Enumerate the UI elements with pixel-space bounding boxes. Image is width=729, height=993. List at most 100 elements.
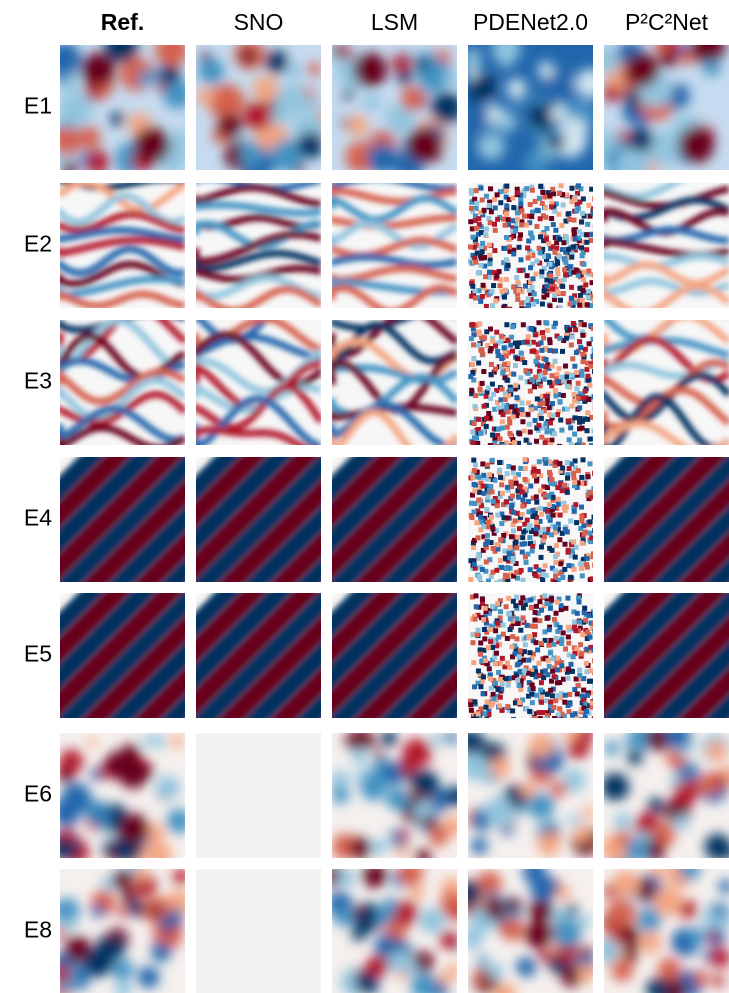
pixel bbox=[538, 184, 543, 189]
pixel bbox=[593, 307, 598, 312]
pixel bbox=[524, 438, 529, 443]
pixel bbox=[547, 348, 552, 353]
pixel bbox=[564, 336, 569, 341]
blob bbox=[253, 76, 279, 102]
pixel bbox=[580, 333, 585, 338]
pixel bbox=[587, 531, 592, 536]
pixel bbox=[501, 305, 506, 310]
pixel bbox=[495, 687, 500, 692]
blob bbox=[605, 741, 619, 755]
pixel bbox=[559, 663, 564, 668]
pixel bbox=[469, 708, 474, 713]
pixel bbox=[498, 558, 503, 563]
blob bbox=[474, 973, 486, 985]
pixel bbox=[486, 411, 491, 416]
pixel bbox=[545, 284, 550, 289]
pixel bbox=[573, 628, 578, 633]
pixel bbox=[565, 460, 570, 465]
pixel bbox=[508, 627, 513, 632]
pixel bbox=[548, 473, 553, 478]
pixel bbox=[493, 228, 498, 233]
field-image bbox=[196, 869, 321, 993]
pixel bbox=[583, 618, 588, 623]
blob bbox=[349, 837, 371, 859]
pixel bbox=[470, 429, 475, 434]
pixel bbox=[557, 254, 562, 259]
pixel bbox=[488, 396, 493, 401]
pixel bbox=[505, 704, 510, 709]
pixel bbox=[508, 545, 513, 550]
pixel bbox=[590, 280, 595, 285]
pixel bbox=[577, 229, 582, 234]
blob bbox=[163, 80, 191, 108]
pixel bbox=[484, 717, 489, 722]
pixel bbox=[547, 627, 552, 632]
blob bbox=[455, 880, 482, 907]
field-image bbox=[47, 29, 192, 178]
blob bbox=[516, 957, 536, 977]
pixel bbox=[577, 303, 582, 308]
pixel bbox=[530, 508, 535, 513]
pixel bbox=[585, 693, 590, 698]
pixel bbox=[591, 354, 596, 359]
blob bbox=[52, 127, 80, 155]
pixel bbox=[531, 302, 536, 307]
pixel bbox=[495, 547, 500, 552]
pixel bbox=[528, 202, 533, 207]
blob bbox=[592, 46, 618, 72]
pixel bbox=[494, 568, 499, 573]
field-image bbox=[459, 34, 605, 175]
pixel bbox=[555, 660, 560, 665]
blob bbox=[464, 49, 482, 67]
pixel bbox=[591, 551, 596, 556]
pixel bbox=[544, 698, 549, 703]
pixel bbox=[574, 267, 579, 272]
pixel bbox=[545, 658, 550, 663]
pixel bbox=[515, 190, 520, 195]
pixel bbox=[533, 272, 538, 277]
pixel bbox=[485, 462, 490, 467]
pixel bbox=[544, 321, 549, 326]
pixel bbox=[481, 283, 486, 288]
pixel bbox=[508, 343, 513, 348]
pixel bbox=[585, 556, 590, 561]
pixel bbox=[511, 528, 516, 533]
column-header: PDENet2.0 bbox=[473, 9, 588, 35]
pixel bbox=[557, 444, 562, 449]
blob bbox=[525, 150, 550, 175]
pixel bbox=[539, 410, 544, 415]
pattern bbox=[0, 583, 387, 728]
pixel bbox=[509, 335, 514, 340]
pixel bbox=[514, 545, 519, 550]
blob bbox=[446, 964, 461, 979]
blob bbox=[354, 728, 371, 745]
pixel bbox=[528, 634, 533, 639]
pixel bbox=[592, 347, 597, 352]
pixel bbox=[508, 616, 513, 621]
blob bbox=[61, 783, 91, 813]
pixel bbox=[582, 610, 587, 615]
pixel bbox=[543, 440, 548, 445]
pixel bbox=[577, 673, 582, 678]
pixel bbox=[577, 599, 582, 604]
blob bbox=[694, 971, 709, 986]
pixel bbox=[473, 296, 478, 301]
pixel bbox=[505, 660, 510, 665]
pixel bbox=[490, 526, 495, 531]
pixel bbox=[536, 568, 541, 573]
field-image bbox=[50, 733, 191, 868]
pixel bbox=[540, 330, 545, 335]
blob bbox=[61, 828, 75, 842]
blob bbox=[399, 757, 416, 774]
pixel bbox=[533, 573, 538, 578]
pixel bbox=[539, 555, 544, 560]
pixel bbox=[538, 250, 543, 255]
pixel bbox=[591, 429, 596, 434]
pixel bbox=[560, 465, 565, 470]
pixel bbox=[504, 604, 509, 609]
pixel bbox=[556, 497, 561, 502]
pixel bbox=[571, 471, 576, 476]
blob bbox=[712, 975, 724, 987]
pixel bbox=[591, 648, 596, 653]
pixel bbox=[510, 634, 515, 639]
